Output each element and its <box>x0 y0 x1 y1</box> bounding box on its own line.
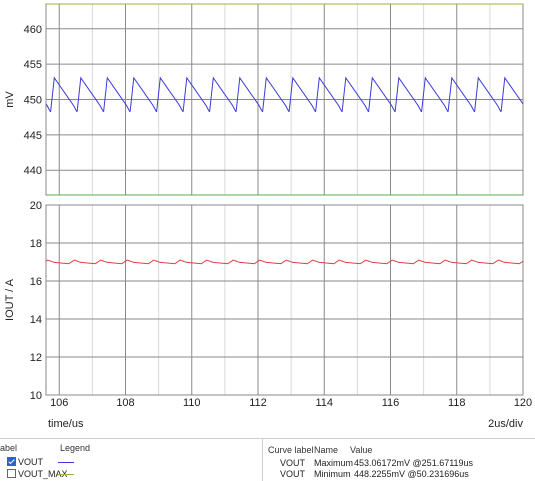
x-tick-label: 114 <box>315 397 333 409</box>
values-row-name: Minimum <box>314 469 351 479</box>
x-axis-label: time/us <box>48 418 84 430</box>
y-tick-label: 18 <box>30 238 42 250</box>
x-tick-label: 108 <box>116 397 134 409</box>
values-row-curve: VOUT <box>280 458 306 468</box>
y-tick-label: 12 <box>30 352 42 364</box>
x-tick-label: 112 <box>249 397 267 409</box>
y-tick-label: 455 <box>24 59 42 71</box>
y-axis-label: IOUT / A <box>4 278 16 321</box>
legend-legend-header: Legend <box>60 443 91 453</box>
y-tick-label: 445 <box>24 130 42 142</box>
values-header-curve: Curve label <box>268 445 314 455</box>
y-tick-label: 450 <box>24 95 42 107</box>
vout-max-swatch <box>58 474 74 475</box>
values-row-curve: VOUT <box>280 469 306 479</box>
legend-item-vout: VOUT <box>18 457 44 467</box>
values-row-value: 448.2255mV @50.231696us <box>354 469 469 479</box>
legend-item-vout-max: VOUT_MAX <box>18 469 68 479</box>
values-row-name: Maximum <box>314 458 354 468</box>
plot-frame <box>45 204 524 396</box>
values-header-name: Name <box>314 445 339 455</box>
vout-checkbox[interactable] <box>7 457 16 466</box>
y-tick-label: 440 <box>24 165 42 177</box>
time-scale-label: 2us/div <box>488 418 523 430</box>
info-panel: abel Legend VOUT VOUT_MAX Curve label Na… <box>0 438 535 481</box>
x-tick-label: 106 <box>50 397 68 409</box>
vout-max-checkbox[interactable] <box>7 469 16 478</box>
legend-pane: abel Legend VOUT VOUT_MAX <box>0 439 258 481</box>
x-tick-label: 110 <box>183 397 201 409</box>
legend-label-header: abel <box>0 443 18 453</box>
series-line-vout <box>45 76 524 113</box>
vout-swatch <box>58 462 74 463</box>
x-tick-label: 116 <box>382 397 400 409</box>
y-tick-label: 14 <box>30 314 42 326</box>
y-tick-label: 16 <box>30 276 42 288</box>
top-chart-panel: 440 445 450 455 460 mV <box>4 3 524 196</box>
y-tick-label: 20 <box>30 200 42 212</box>
x-tick-label: 118 <box>448 397 466 409</box>
values-row-value: 453.06172mV @251.67119us <box>354 458 474 468</box>
values-pane: Curve label Name Value VOUT Maximum 453.… <box>262 439 535 481</box>
values-header-value: Value <box>350 445 373 455</box>
bottom-chart-panel: 10 12 14 16 18 20 IOUT / A 106 108 110 112 114 116 11… <box>4 200 532 430</box>
y-tick-label: 460 <box>24 24 42 36</box>
y-axis-label: mV <box>4 91 16 108</box>
y-tick-label: 10 <box>30 390 42 402</box>
x-tick-label: 120 <box>514 397 532 409</box>
series-line-iout <box>45 259 524 265</box>
